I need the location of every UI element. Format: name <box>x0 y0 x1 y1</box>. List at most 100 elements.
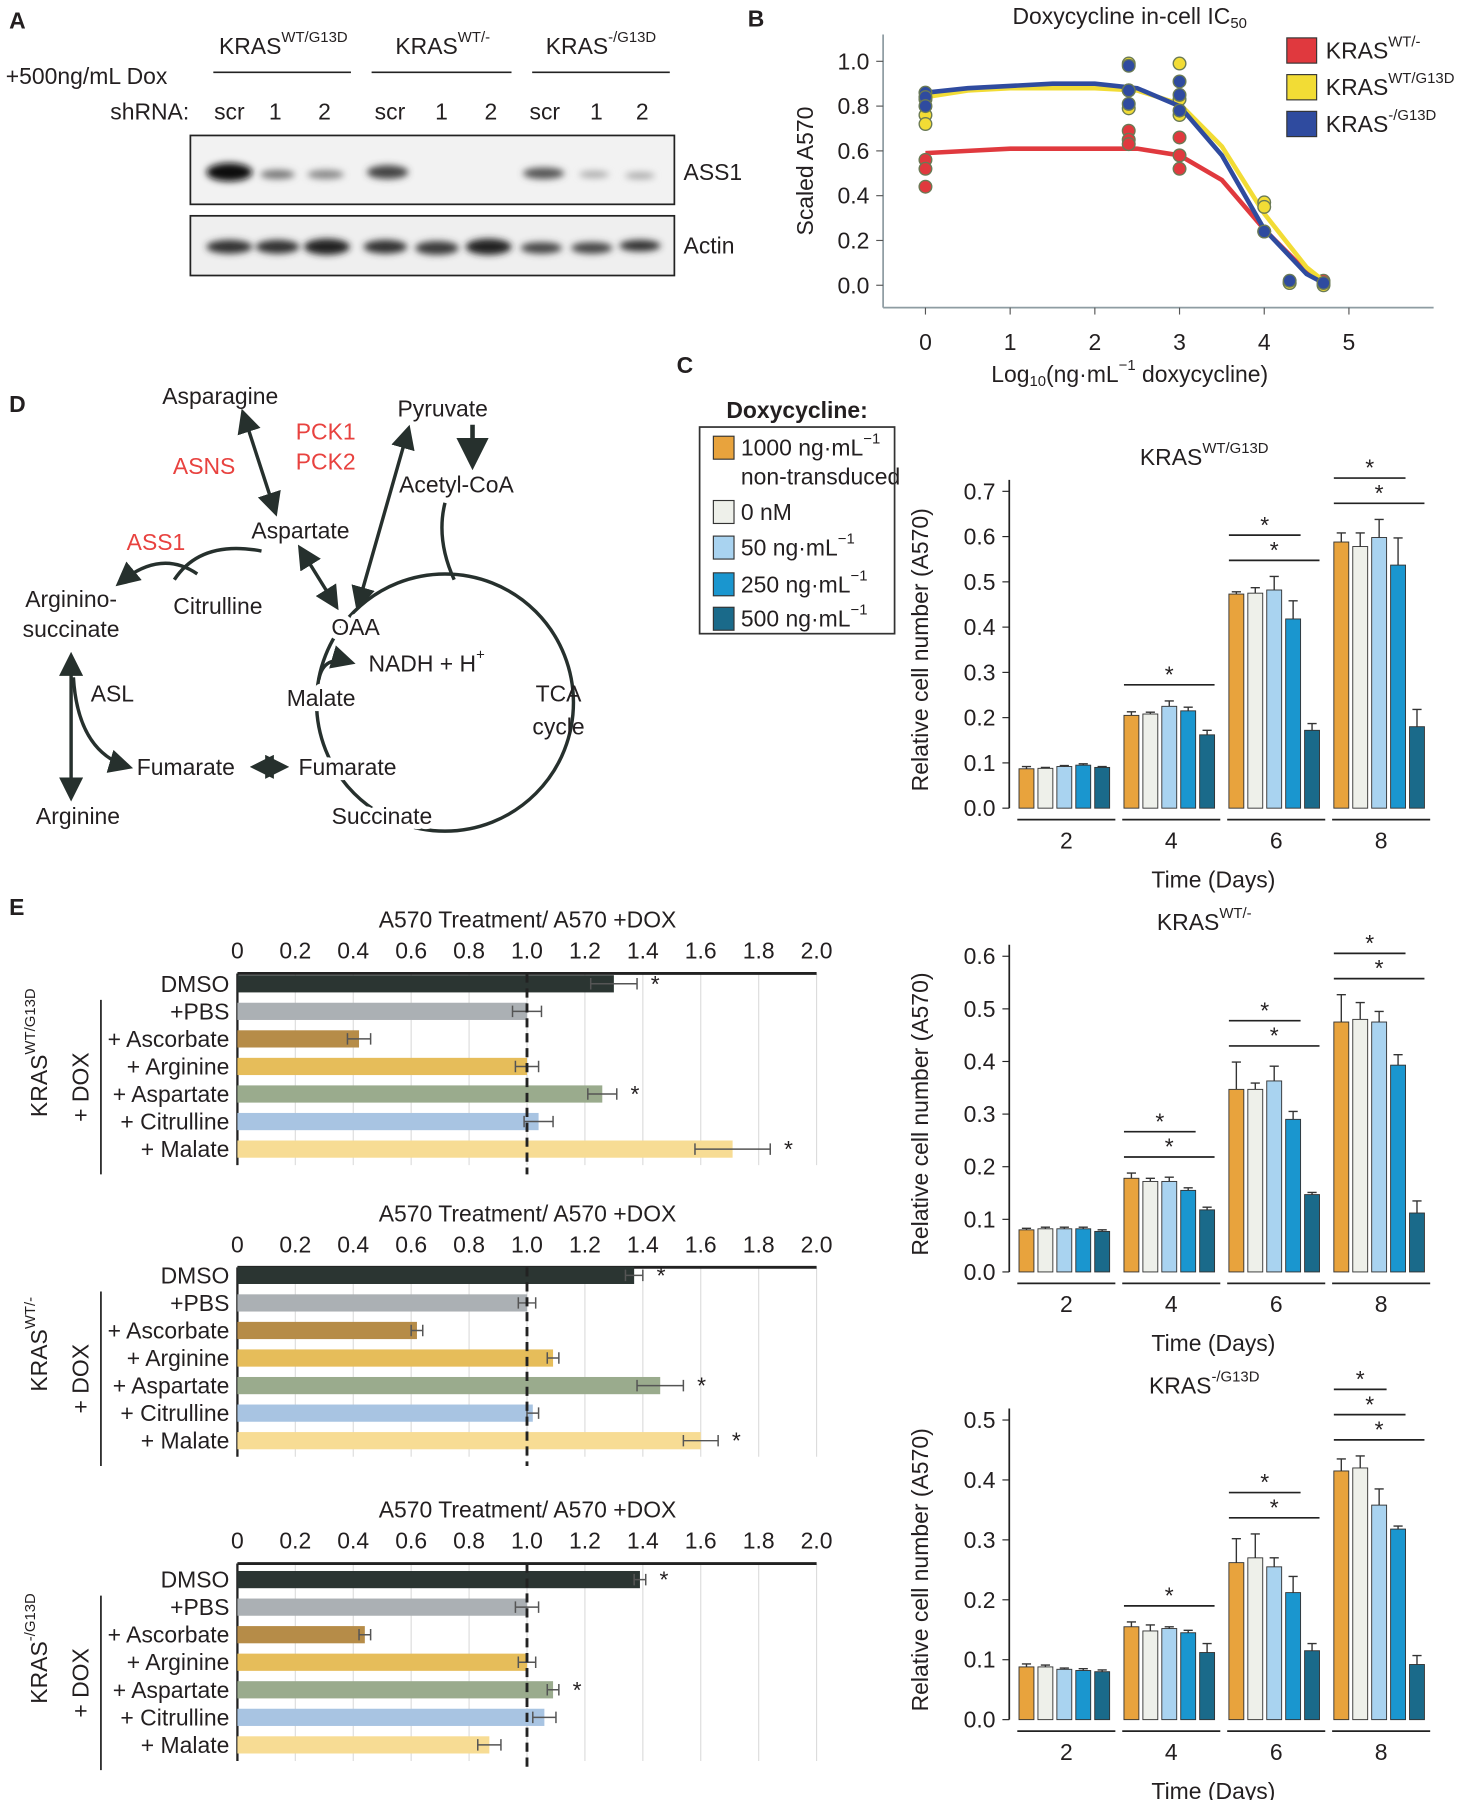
cell-line: KRASWT/- <box>395 30 490 59</box>
x-tick-label: 1.0 <box>511 938 543 964</box>
row-label-part: KRAS <box>26 1055 52 1117</box>
chart-title-part: Doxycycline in-cell IC <box>1012 3 1230 29</box>
point <box>1172 161 1187 176</box>
y-tick-label: 0.1 <box>964 1647 996 1673</box>
error-bar <box>1374 1488 1384 1506</box>
node-label: ASS1 <box>127 529 186 555</box>
y-tick-label: 1.0 <box>837 48 869 74</box>
y-tick-label: 0.7 <box>964 478 996 504</box>
point <box>1257 224 1272 239</box>
x-tick-label: 1.6 <box>685 938 717 964</box>
x-tick-label: 2 <box>1060 827 1073 853</box>
category-label: + Malate <box>141 1428 230 1454</box>
legend-label-part: -/G13D <box>1388 108 1436 124</box>
y-tick-label: 0.4 <box>964 1467 996 1493</box>
significance-label: * <box>1165 1583 1174 1609</box>
significance-label: * <box>1375 480 1384 506</box>
x-tick-label: 1.2 <box>569 1231 601 1257</box>
x-tick-label: 0.6 <box>395 938 427 964</box>
lane-label: 1 <box>435 98 448 124</box>
x-tick-label: 1.8 <box>743 1528 775 1554</box>
x-tick-label: 3 <box>1173 329 1186 355</box>
error-bar <box>1021 765 1032 769</box>
arrow <box>115 561 199 587</box>
node-label: Aspartate <box>251 517 349 543</box>
band <box>520 242 562 254</box>
bar <box>1228 1562 1245 1721</box>
node-label: ASNS <box>173 453 235 479</box>
category-label: DMSO <box>161 971 230 997</box>
significance-label: * <box>1260 512 1269 538</box>
bar <box>1304 729 1320 809</box>
error-bar <box>1307 1191 1317 1195</box>
error-bar <box>1393 1053 1403 1066</box>
error-bar <box>587 1088 618 1100</box>
bar <box>1094 1230 1111 1273</box>
error-bar <box>1021 1227 1032 1230</box>
x-tick-label: 1.4 <box>627 1231 659 1257</box>
bands <box>206 163 661 255</box>
bar <box>237 1653 527 1671</box>
error-bar <box>1183 1629 1193 1633</box>
error-bar <box>1393 537 1403 566</box>
error-bar <box>1097 1669 1107 1672</box>
category-label: +PBS <box>170 1290 229 1316</box>
bar <box>237 1002 527 1020</box>
bar <box>1037 1228 1054 1273</box>
y-axis-label: Relative cell number (A570) <box>907 508 933 791</box>
legend-title: Doxycycline: <box>726 397 867 423</box>
category-label: + Malate <box>141 1732 230 1758</box>
x-axis-label-part: (ng·mL <box>1046 361 1119 387</box>
legend-swatch <box>1286 37 1318 64</box>
x-axis-label-part: 10 <box>1029 374 1046 390</box>
bar <box>1304 1194 1320 1273</box>
fit-curve <box>925 81 1325 286</box>
error-bar <box>532 1711 557 1724</box>
bar <box>1266 1566 1283 1721</box>
lane-label: 1 <box>590 98 603 124</box>
band <box>522 167 565 180</box>
bar <box>237 1598 527 1616</box>
error-bar <box>1336 532 1346 543</box>
category-label: DMSO <box>161 1262 230 1288</box>
chart-title: KRASWT/- <box>1157 906 1252 935</box>
category-label: + Ascorbate <box>108 1026 230 1052</box>
x-tick-label: 0.2 <box>279 1528 311 1554</box>
bar <box>237 1626 365 1644</box>
bar <box>1180 1189 1197 1273</box>
row-label-part: -/G13D <box>23 1593 39 1641</box>
arrow <box>297 544 339 611</box>
significance-label: * <box>651 971 660 997</box>
lane-label: scr <box>375 98 406 124</box>
legend-label-part: −1 <box>863 432 880 448</box>
significance-label: * <box>784 1136 793 1162</box>
panel-label: A <box>9 8 26 34</box>
blot <box>189 71 676 277</box>
arrow <box>317 645 356 680</box>
error-bar <box>1040 1664 1050 1667</box>
error-bar <box>1250 1533 1260 1558</box>
bar <box>1142 713 1159 809</box>
bar <box>237 1570 640 1589</box>
bar <box>1199 1209 1216 1273</box>
error-bar <box>1078 763 1088 766</box>
error-bar <box>1355 1455 1365 1468</box>
x-axis-label: Time (Days) <box>1151 866 1275 892</box>
error-bar <box>410 1324 424 1337</box>
legend-label-part: 500 ng·mL <box>741 606 851 632</box>
group-label: + DOX <box>67 1344 93 1414</box>
band <box>579 171 610 178</box>
point <box>1172 103 1187 118</box>
node-label: TCA <box>536 680 583 706</box>
significance-label: * <box>1365 1391 1374 1417</box>
bar <box>237 1030 360 1048</box>
bar <box>237 1140 733 1158</box>
bar <box>237 1708 545 1726</box>
lane-label: scr <box>214 98 245 124</box>
category-label: + Arginine <box>127 1649 230 1675</box>
node-label: succinate <box>23 616 120 642</box>
error-bar <box>1078 1668 1088 1671</box>
x-tick-label: 1.4 <box>627 1528 659 1554</box>
x-tick-label: 4 <box>1165 1291 1178 1317</box>
lane-label: 1 <box>269 98 282 124</box>
